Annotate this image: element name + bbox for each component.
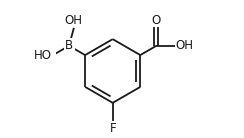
Text: F: F [109, 122, 116, 135]
Text: OH: OH [176, 39, 193, 52]
Text: O: O [152, 14, 161, 26]
Text: B: B [65, 39, 73, 52]
Text: HO: HO [34, 49, 52, 62]
Text: OH: OH [65, 14, 83, 26]
